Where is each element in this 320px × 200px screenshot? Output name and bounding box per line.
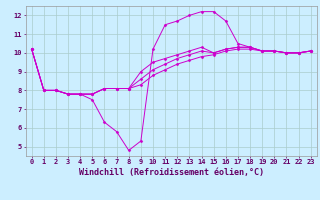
X-axis label: Windchill (Refroidissement éolien,°C): Windchill (Refroidissement éolien,°C) bbox=[79, 168, 264, 177]
